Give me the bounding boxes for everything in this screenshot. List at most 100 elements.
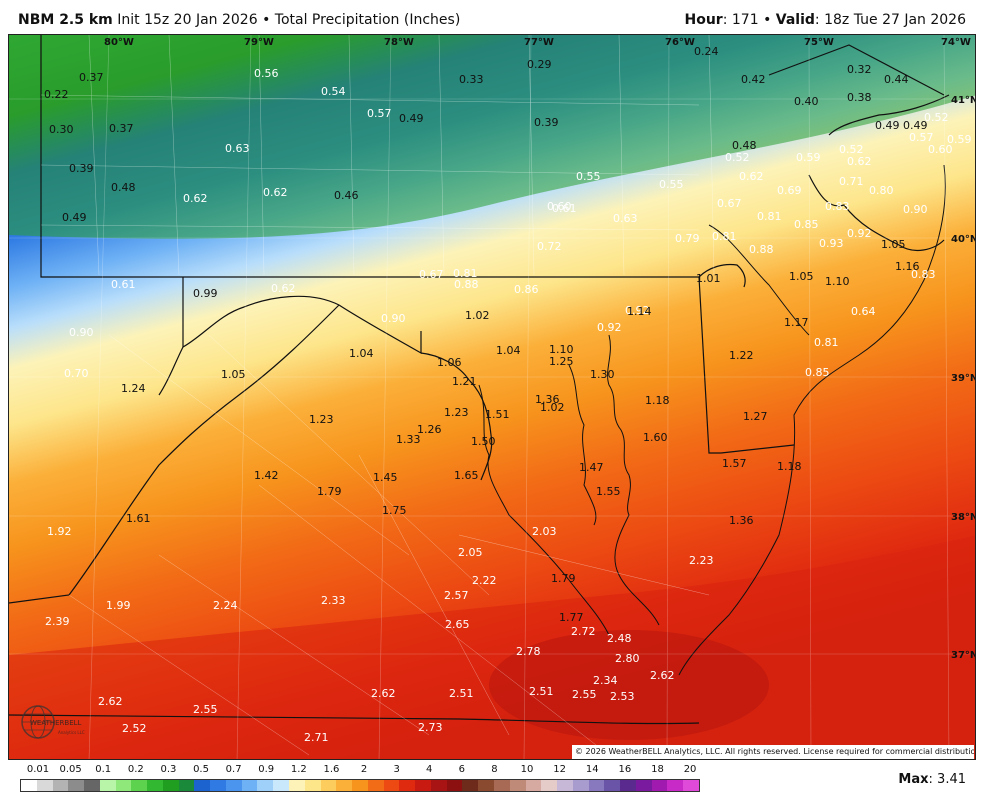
latitude-label: 39°N xyxy=(951,373,976,384)
legend-tick-label: 0.1 xyxy=(95,764,112,775)
precip-value: 1.23 xyxy=(444,406,469,419)
legend-tick-label: 20 xyxy=(683,764,697,775)
precip-value: 1.25 xyxy=(549,355,574,368)
precip-value: 2.24 xyxy=(213,599,238,612)
legend-swatch xyxy=(667,780,684,791)
precip-value: 2.71 xyxy=(304,731,329,744)
legend-swatch xyxy=(651,780,668,791)
precip-value: 0.61 xyxy=(552,202,577,215)
legend-swatch xyxy=(147,780,163,791)
precip-value: 0.39 xyxy=(534,116,559,129)
precip-value: 0.79 xyxy=(675,232,700,245)
precip-value: 0.42 xyxy=(741,73,766,86)
precip-value: 1.01 xyxy=(696,272,721,285)
precip-value: 0.38 xyxy=(847,91,872,104)
precip-value: 2.48 xyxy=(607,632,632,645)
precip-value: 0.85 xyxy=(805,366,830,379)
precip-value: 0.57 xyxy=(909,131,934,144)
precip-value: 2.51 xyxy=(449,687,474,700)
legend-swatch xyxy=(99,780,116,791)
legend-tick-label: 6 xyxy=(458,764,466,775)
legend-swatch xyxy=(36,780,53,791)
precip-value: 2.52 xyxy=(122,722,147,735)
legend-swatch xyxy=(336,780,353,791)
precip-value: 0.64 xyxy=(851,305,876,318)
legend-labels: 0.01 0.05 0.1 0.2 0.3 0.5 0.7 0.9 1.2 1.6 2 3 4 6 8 10 1… xyxy=(20,764,720,778)
precip-value: 2.73 xyxy=(418,721,443,734)
precip-value: 1.21 xyxy=(452,375,477,388)
longitude-label: 76°W xyxy=(665,37,695,48)
precip-value: 1.36 xyxy=(729,514,754,527)
precip-value: 2.80 xyxy=(615,652,640,665)
precip-value: 0.92 xyxy=(597,321,622,334)
precip-value: 0.81 xyxy=(814,336,839,349)
precip-value: 0.99 xyxy=(193,287,218,300)
precip-value: 0.37 xyxy=(79,71,104,84)
precip-value: 1.06 xyxy=(437,356,462,369)
legend-swatch xyxy=(131,780,148,791)
hour-value: : 171 xyxy=(722,12,759,28)
precip-value: 2.53 xyxy=(610,690,635,703)
legend-swatch xyxy=(273,780,290,791)
precip-value: 0.48 xyxy=(111,181,136,194)
precip-value: 0.61 xyxy=(111,278,136,291)
precip-value: 1.51 xyxy=(485,408,510,421)
precip-value: 0.90 xyxy=(381,312,406,325)
precipitation-map[interactable]: 80°W 79°W 78°W 77°W 76°W 75°W 74°W 41°N 40°N 39°… xyxy=(8,34,976,760)
precip-value: 0.49 xyxy=(62,211,87,224)
legend-swatch xyxy=(367,780,384,791)
precip-value: 0.67 xyxy=(419,268,444,281)
legend-swatch xyxy=(635,780,652,791)
legend-swatch xyxy=(430,780,447,791)
precip-value: 0.49 xyxy=(399,112,424,125)
precip-value: 0.69 xyxy=(777,184,802,197)
legend-tick-label: 12 xyxy=(553,764,567,775)
precip-value: 0.67 xyxy=(717,197,742,210)
precip-value: 0.49 xyxy=(875,119,900,132)
legend-tick-label: 3 xyxy=(393,764,400,775)
latitude-label: 38°N xyxy=(951,512,976,523)
precip-value: 1.57 xyxy=(722,457,747,470)
max-value: Max: 3.41 xyxy=(898,772,966,787)
precip-value: 0.59 xyxy=(947,133,972,146)
state-borders xyxy=(9,35,950,725)
precip-value: 0.46 xyxy=(334,189,359,202)
precip-value: 1.30 xyxy=(590,368,615,381)
precip-value: 1.75 xyxy=(382,504,407,517)
longitude-label: 78°W xyxy=(384,37,414,48)
legend-swatch xyxy=(21,780,37,791)
precip-value: 0.60 xyxy=(928,143,953,156)
precip-value: 1.33 xyxy=(396,433,421,446)
precip-value: 0.37 xyxy=(109,122,134,135)
precip-value: 0.30 xyxy=(49,123,74,136)
logo-subtext: Analytics LLC xyxy=(58,730,85,735)
precip-value: 2.62 xyxy=(98,695,123,708)
precip-value: 2.03 xyxy=(532,525,557,538)
legend-swatch xyxy=(115,780,132,791)
longitude-label: 79°W xyxy=(244,37,274,48)
legend-swatch xyxy=(257,780,274,791)
latitude-labels: 41°N 40°N 39°N 38°N 37°N xyxy=(951,95,976,661)
precip-value: 2.34 xyxy=(593,674,618,687)
precip-value: 2.55 xyxy=(193,703,218,716)
map-canvas: 80°W 79°W 78°W 77°W 76°W 75°W 74°W 41°N 40°N 39°… xyxy=(9,35,976,759)
init-time: Init 15z 20 Jan 2026 xyxy=(117,12,258,28)
legend-swatch xyxy=(68,780,85,791)
precip-value: 0.70 xyxy=(64,367,89,380)
precip-value: 0.52 xyxy=(839,143,864,156)
precip-legend: 0.01 0.05 0.1 0.2 0.3 0.5 0.7 0.9 1.2 1.6 2 3 4 6 8 10 1… xyxy=(20,764,720,794)
precip-value: 2.23 xyxy=(689,554,714,567)
precip-value: 2.57 xyxy=(444,589,469,602)
precip-value: 1.18 xyxy=(645,394,670,407)
legend-swatch xyxy=(304,780,321,791)
legend-swatch xyxy=(620,780,636,791)
valid-time-info: Hour: 171 • Valid: 18z Tue 27 Jan 2026 xyxy=(685,12,967,28)
field-name: Total Precipitation (Inches) xyxy=(274,12,461,28)
legend-color-bar xyxy=(20,779,700,792)
precip-value: 0.33 xyxy=(459,73,484,86)
legend-swatch xyxy=(84,780,100,791)
logo-text: WEATHERBELL xyxy=(30,719,82,727)
precip-value: 1.55 xyxy=(596,485,621,498)
legend-swatch xyxy=(162,780,179,791)
precip-value: 0.32 xyxy=(847,63,872,76)
